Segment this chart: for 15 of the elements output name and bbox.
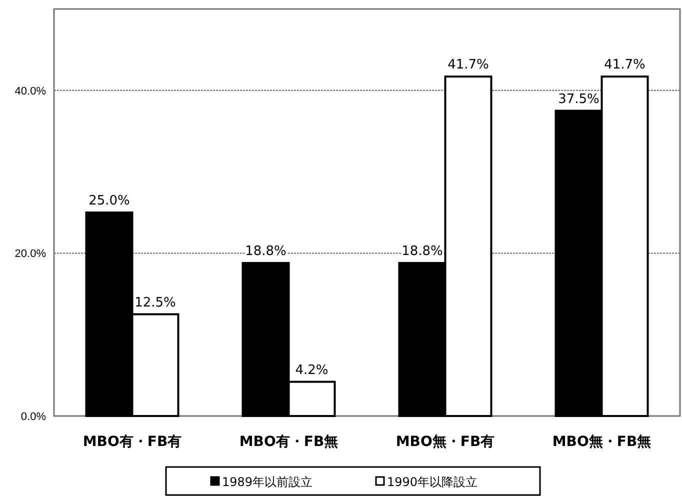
data-label: 25.0% <box>88 194 130 208</box>
legend-label: 1989年以前設立 <box>222 475 313 489</box>
y-tick-label: 0.0% <box>20 410 46 423</box>
x-tick-label: MBO有・FB無 <box>239 434 338 450</box>
data-label: 41.7% <box>448 58 489 73</box>
y-tick-label: 40.0% <box>14 85 46 98</box>
x-tick-label: MBO無・FB有 <box>396 434 495 450</box>
data-label: 12.5% <box>134 295 176 310</box>
x-tick-label: MBO無・FB無 <box>552 434 652 450</box>
x-tick-label: MBO有・FB有 <box>82 434 182 450</box>
y-tick-label: 20.0% <box>14 248 46 260</box>
data-label: 41.7% <box>604 58 646 73</box>
data-label: 37.5% <box>558 92 600 107</box>
legend-label: 1990年以降設立 <box>387 475 478 489</box>
data-label: 4.2% <box>295 362 328 378</box>
